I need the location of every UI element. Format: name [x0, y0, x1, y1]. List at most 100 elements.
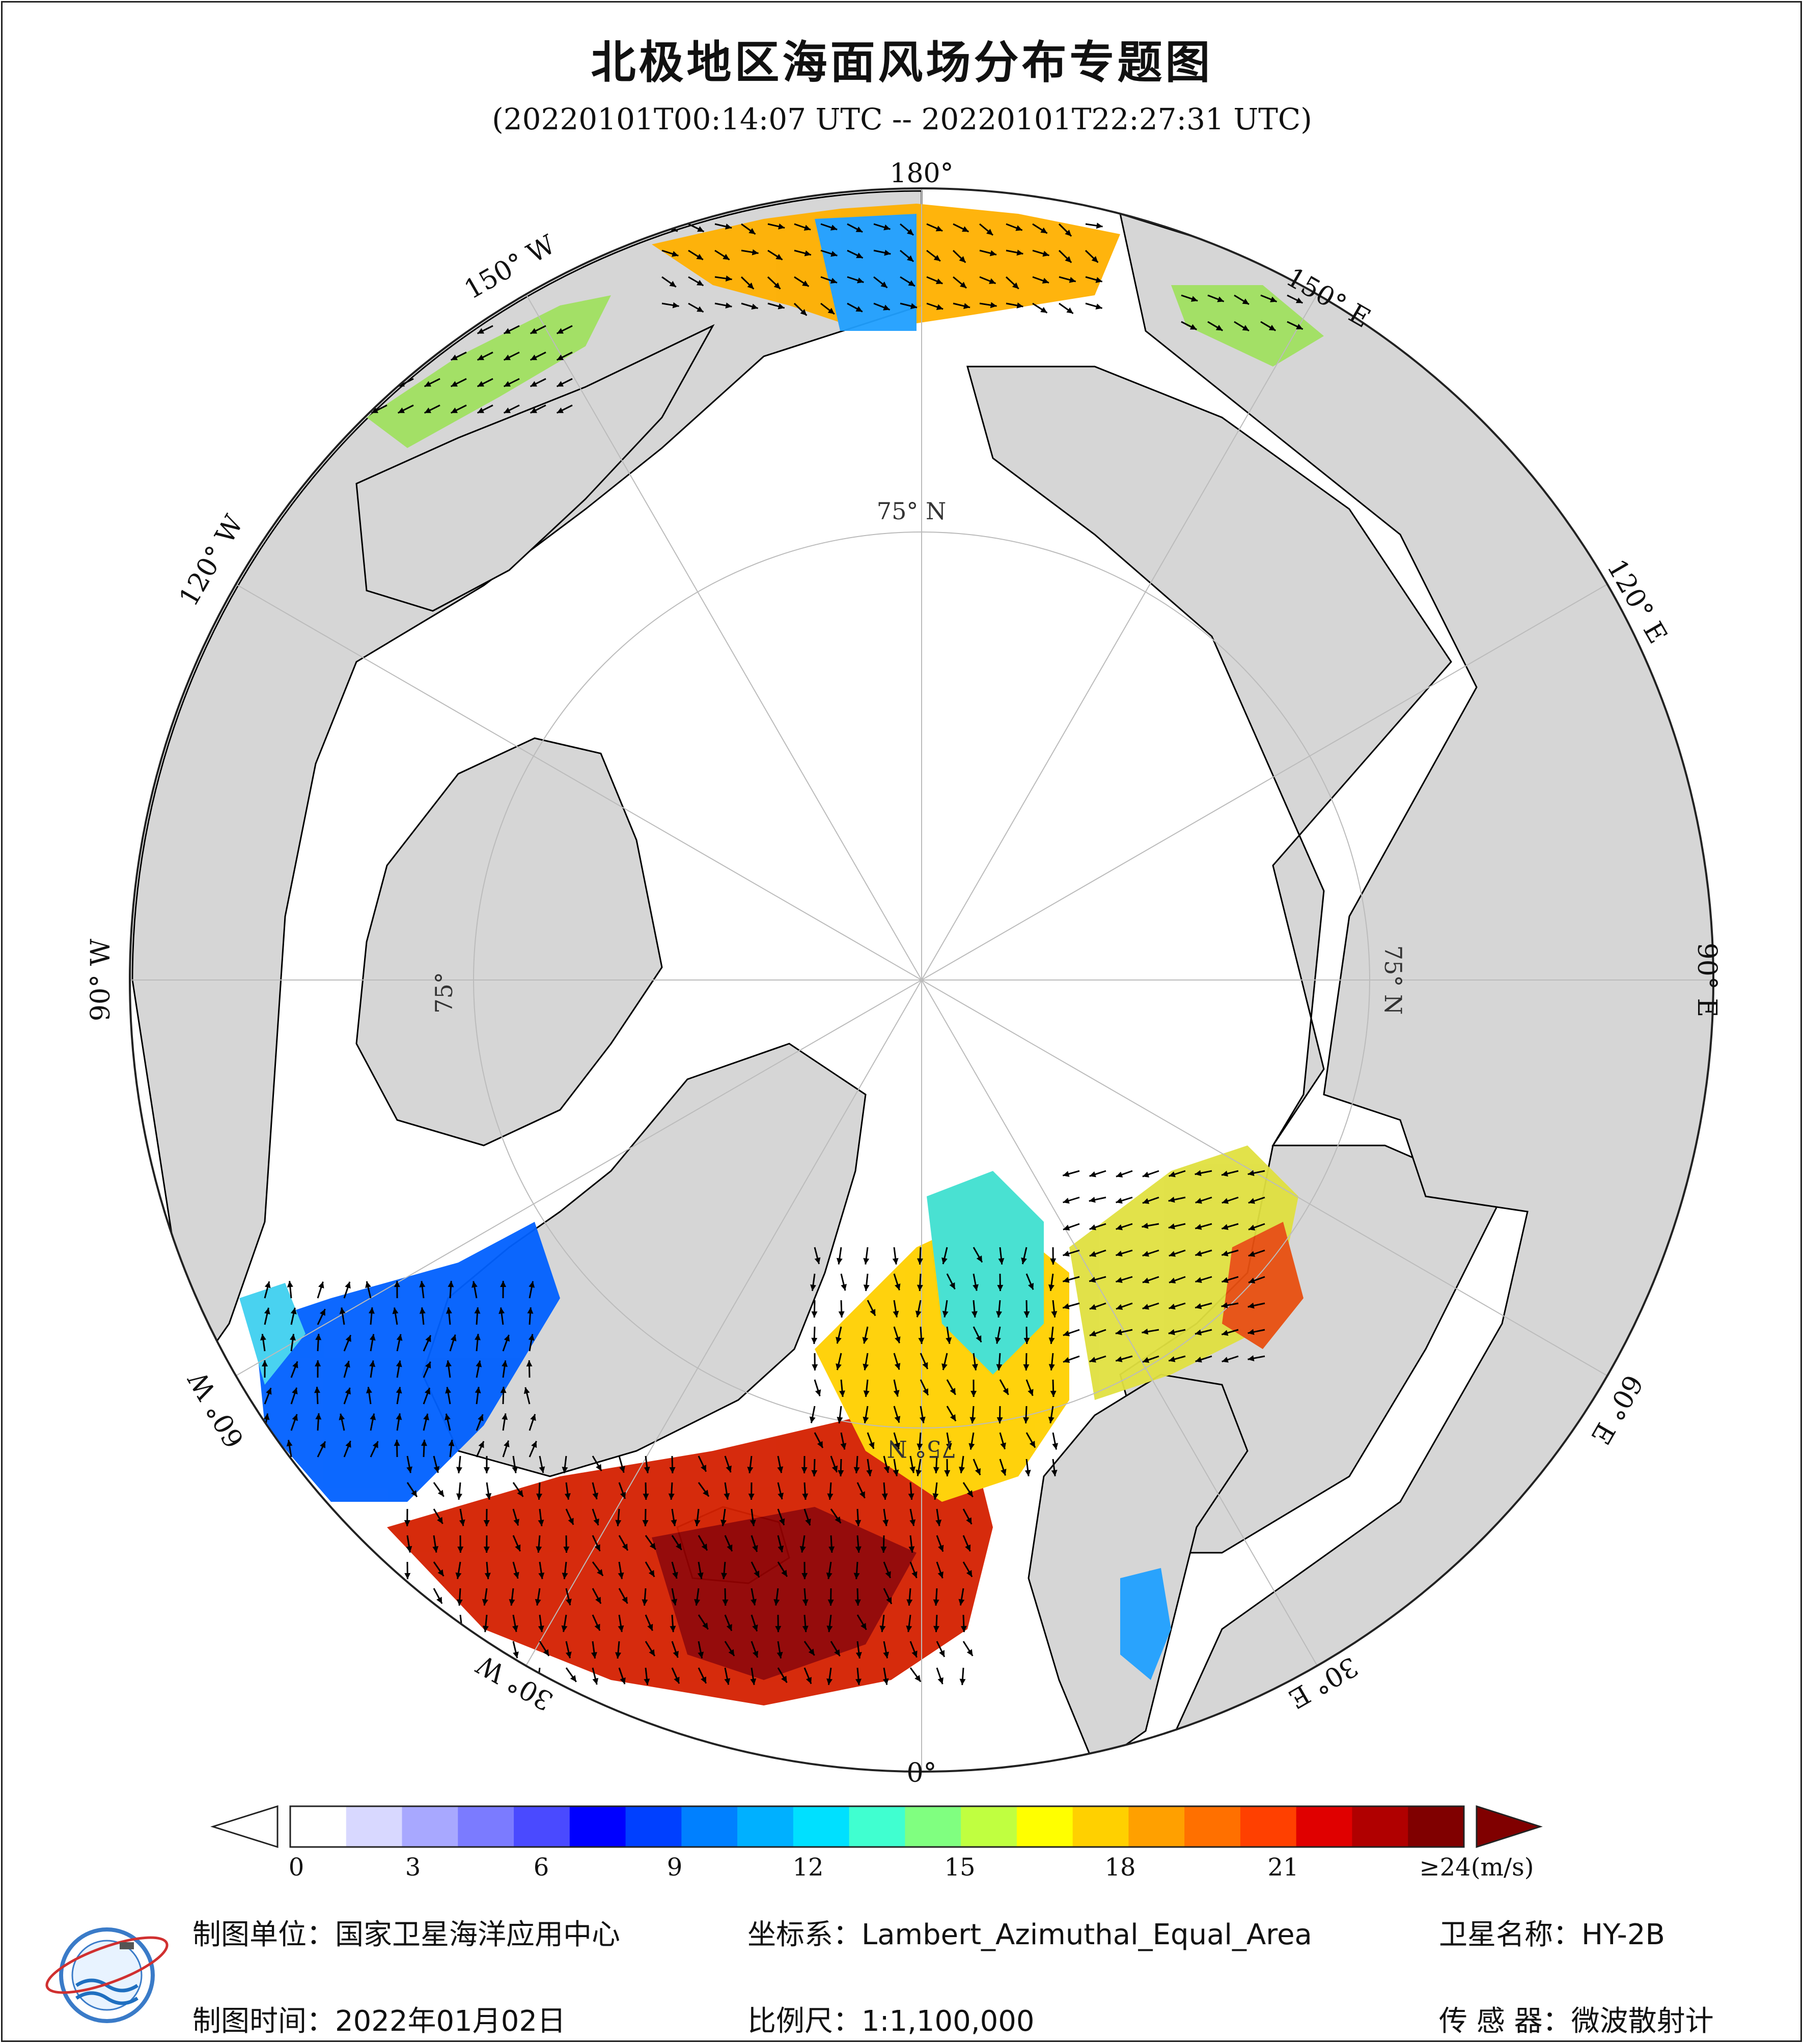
wind-arrow-head — [853, 1467, 860, 1473]
wind-arrow-head — [423, 1413, 429, 1420]
wind-arrow-head — [752, 249, 759, 256]
wind-arrow-head — [1063, 1250, 1070, 1257]
wind-arrow-head — [879, 1626, 886, 1632]
wind-arrow-head — [1042, 277, 1049, 284]
wind-arrow-head — [752, 1545, 758, 1552]
wind-arrow-head — [960, 282, 967, 288]
wind-arrow-head — [674, 1676, 680, 1684]
colorbar-cell — [1184, 1806, 1241, 1847]
wind-arrow-head — [1195, 1303, 1202, 1309]
wind-arrow-head — [398, 354, 405, 360]
colorbar-cell — [1128, 1806, 1185, 1847]
wind-arrow-head — [750, 1520, 756, 1526]
wind-arrow-head — [563, 1546, 570, 1553]
wind-arrow-head — [437, 1490, 444, 1497]
wind-arrow-head — [564, 1493, 571, 1500]
wind-arrow-head — [477, 381, 485, 387]
wind-arrow-head — [504, 1334, 510, 1342]
wind-arrow-head — [459, 1651, 465, 1659]
wind-arrow-head — [526, 1360, 533, 1367]
wind-arrow-head — [1065, 230, 1072, 236]
wind-arrow-head — [721, 1573, 728, 1579]
wind-arrow-head — [475, 1387, 481, 1393]
wind-arrow-head — [509, 1599, 515, 1606]
wind-arrow-head — [855, 1678, 862, 1685]
wind-arrow-head — [855, 306, 863, 312]
wind-arrow-head — [366, 1387, 372, 1394]
wind-arrow-head — [777, 1466, 784, 1473]
wind-arrow-head — [513, 1519, 519, 1526]
wind-arrow-head — [937, 1571, 943, 1579]
meridian-120w — [236, 584, 922, 981]
wind-patch-greenland-sea — [927, 1171, 1044, 1375]
wind-arrow-head — [394, 1440, 400, 1446]
wind-arrow-head — [314, 1387, 321, 1393]
wind-arrow-head — [485, 1493, 492, 1500]
soa-logo — [45, 1927, 169, 2023]
wind-arrow-head — [779, 1518, 785, 1525]
wind-patch-kara-red — [1222, 1222, 1303, 1349]
wind-arrow-head — [406, 1546, 412, 1553]
wind-arrow-head — [811, 1311, 818, 1318]
wind-arrow-head — [264, 1307, 270, 1314]
wind-arrow-head — [565, 1651, 572, 1659]
wind-arrow-head — [778, 1492, 784, 1500]
wind-arrow-head — [1069, 276, 1076, 283]
wind-arrow-head — [562, 1467, 568, 1473]
wind-arrow-head — [835, 1516, 841, 1523]
wind-arrow-head — [826, 1572, 832, 1579]
graticule — [130, 188, 1713, 1772]
wind-arrow-head — [831, 1465, 838, 1472]
wind-arrow-head — [830, 250, 838, 257]
colorbar-cell — [402, 1806, 459, 1847]
wind-arrow-head — [434, 1651, 440, 1658]
wind-arrow-head — [1248, 1277, 1256, 1284]
wind-arrow-head — [827, 1599, 834, 1606]
wind-arrow-head — [919, 1416, 926, 1423]
wind-arrow-head — [557, 407, 564, 413]
wind-arrow-head — [1063, 1171, 1070, 1177]
wind-arrow-head — [543, 1649, 549, 1656]
wind-arrow-head — [1270, 296, 1277, 302]
wind-arrow-head — [725, 223, 732, 230]
meridian-120e — [921, 584, 1607, 981]
wind-arrow-head — [722, 1599, 729, 1606]
wind-arrow-head — [701, 1676, 706, 1684]
wind-arrow-head — [856, 253, 863, 258]
wind-arrow-head — [669, 281, 676, 287]
wind-arrow-head — [1048, 1337, 1055, 1344]
wind-arrow-head — [726, 1465, 732, 1473]
wind-arrow-head — [539, 1466, 545, 1473]
wind-arrow-head — [776, 1651, 783, 1659]
wind-arrow-head — [907, 255, 914, 262]
wind-arrow-head — [292, 1361, 298, 1368]
wind-arrow-head — [915, 1310, 922, 1318]
wind-arrow-head — [483, 1520, 490, 1526]
wind-arrow-head — [966, 1490, 973, 1497]
wind-arrow-head — [1247, 1355, 1255, 1361]
wind-arrow-head — [694, 1520, 701, 1526]
wind-arrow-head — [1048, 1416, 1054, 1423]
wind-arrow-head — [922, 1362, 928, 1369]
meridian-60w — [236, 979, 922, 1376]
wind-arrow-head — [1089, 1330, 1097, 1337]
wind-arrow-head — [407, 1677, 413, 1685]
wind-arrow-head — [701, 1544, 707, 1551]
wind-arrow-head — [668, 1493, 675, 1500]
wind-arrow-head — [1050, 1258, 1057, 1265]
wind-arrow-head — [1028, 1389, 1034, 1396]
wind-arrow-head — [593, 1518, 599, 1526]
wind-arrow-head — [1195, 1329, 1202, 1336]
wind-arrow-head — [881, 1493, 888, 1500]
wind-arrow-head — [451, 381, 458, 387]
wind-arrow-head — [396, 1334, 403, 1341]
wind-arrow-head — [517, 1490, 523, 1497]
wind-arrow-head — [557, 328, 564, 334]
wind-arrow-head — [1116, 1224, 1123, 1230]
wind-arrow-head — [419, 1281, 426, 1287]
wind-arrow-head — [1063, 1357, 1070, 1363]
wind-arrow-head — [1040, 306, 1047, 313]
wind-arrow-head — [866, 1469, 873, 1476]
wind-arrow-head — [398, 407, 405, 413]
wind-arrow-head — [1268, 325, 1276, 331]
